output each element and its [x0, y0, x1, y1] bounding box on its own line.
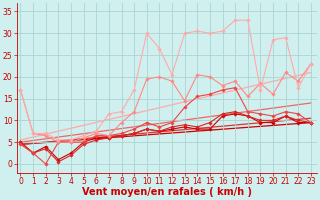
X-axis label: Vent moyen/en rafales ( km/h ): Vent moyen/en rafales ( km/h ) [82, 187, 252, 197]
